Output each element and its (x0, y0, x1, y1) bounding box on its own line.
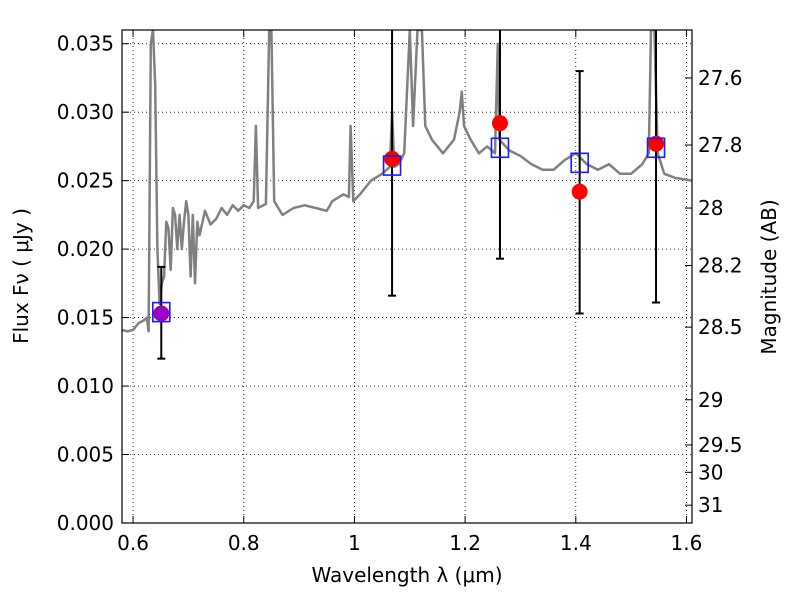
x-tick-label: 1.2 (449, 531, 481, 555)
y-tick-label: 0.025 (57, 169, 114, 193)
model-square (382, 155, 402, 176)
highlight-point (153, 305, 169, 321)
model-square (646, 137, 666, 159)
model-square (490, 137, 510, 159)
spectrum-line (122, 30, 692, 333)
x-tick-label: 0.6 (117, 531, 149, 555)
error-bars (151, 30, 666, 360)
y-tick-label: 0.020 (57, 237, 114, 261)
y2-tick-label: 27.8 (698, 133, 743, 157)
y-tick-label: 0.035 (57, 32, 114, 56)
y-tick-label: 0.010 (57, 374, 114, 398)
y-tick-label: 0.015 (57, 306, 114, 330)
plot-frame (121, 29, 693, 524)
y2-tick-label: 29 (698, 388, 723, 412)
x-tick-label: 1 (348, 531, 361, 555)
y2-tick-label: 27.6 (698, 66, 743, 90)
flux-point (571, 183, 588, 200)
y-axis-label: Flux Fν ( μJy ) (9, 208, 33, 344)
model-square (570, 152, 589, 174)
flux-point (491, 115, 508, 132)
y-tick-label: 0.000 (57, 511, 114, 535)
y-tick-label: 0.005 (57, 443, 114, 467)
model-square (151, 301, 171, 323)
flux-point (648, 135, 665, 152)
flux-point (384, 150, 401, 167)
plot-data (122, 30, 692, 333)
x-axis-label: Wavelength λ (μm) (311, 563, 502, 587)
y-tick-label: 0.030 (57, 100, 114, 124)
x-tick-label: 1.4 (560, 531, 592, 555)
x-tick-label: 0.8 (228, 531, 260, 555)
axis-ticks: 0.6 0.8 1 1.2 1.4 1.6 0.000 0.005 0.010 0.015 0.02… (57, 30, 743, 555)
x-tick-label: 1.6 (671, 531, 703, 555)
y2-tick-label: 28.2 (698, 254, 743, 278)
y2-tick-label: 28 (698, 196, 723, 220)
y2-tick-label: 29.5 (698, 433, 743, 457)
y2-tick-label: 28.5 (698, 315, 743, 339)
y2-tick-label: 30 (698, 460, 723, 484)
y2-tick-label: 31 (698, 493, 723, 517)
y2-axis-label: Magnitude (AB) (757, 199, 781, 354)
